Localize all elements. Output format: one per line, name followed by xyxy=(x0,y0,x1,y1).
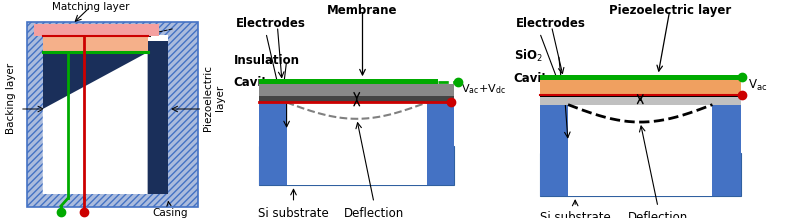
Text: V$_{\rm ac}$: V$_{\rm ac}$ xyxy=(748,77,767,93)
Bar xyxy=(713,105,741,196)
Bar xyxy=(540,80,741,94)
Bar xyxy=(540,97,741,105)
Polygon shape xyxy=(42,52,148,194)
Text: Si substrate: Si substrate xyxy=(540,211,610,218)
Text: Insulation: Insulation xyxy=(234,54,300,68)
Text: Electrodes: Electrodes xyxy=(516,17,586,31)
Bar xyxy=(259,79,438,84)
Bar xyxy=(259,146,454,185)
Text: Casing: Casing xyxy=(152,202,188,218)
Bar xyxy=(26,22,198,207)
Bar xyxy=(26,22,198,207)
Bar xyxy=(259,102,286,185)
Text: Deflection: Deflection xyxy=(344,207,404,218)
Text: Electrodes: Electrodes xyxy=(236,17,306,31)
Text: Deflection: Deflection xyxy=(628,211,688,218)
Bar xyxy=(34,24,159,36)
Bar xyxy=(286,102,427,185)
Bar xyxy=(42,35,168,194)
Text: Piezoelectric
layer: Piezoelectric layer xyxy=(203,65,225,131)
Text: Backing layer: Backing layer xyxy=(6,63,16,134)
Bar xyxy=(568,105,713,196)
Text: V$_{\rm ac}$+V$_{\rm dc}$: V$_{\rm ac}$+V$_{\rm dc}$ xyxy=(462,82,506,96)
Text: Membrane: Membrane xyxy=(327,4,398,17)
Bar xyxy=(427,102,454,185)
Text: Cavity: Cavity xyxy=(514,72,555,85)
Text: SiO$_2$: SiO$_2$ xyxy=(514,48,542,64)
Bar xyxy=(540,75,741,80)
Bar xyxy=(540,105,568,196)
Text: Cavity: Cavity xyxy=(234,76,275,89)
Polygon shape xyxy=(42,52,148,194)
Bar xyxy=(259,84,454,96)
Text: Si substrate: Si substrate xyxy=(258,207,329,218)
Bar xyxy=(42,36,148,52)
Text: Piezoelectric layer: Piezoelectric layer xyxy=(609,4,731,17)
Bar xyxy=(259,96,454,102)
Bar xyxy=(148,41,168,194)
Text: Matching layer: Matching layer xyxy=(52,2,130,12)
Bar xyxy=(540,94,741,97)
Text: V$_{\rm ac}$: V$_{\rm ac}$ xyxy=(70,217,88,218)
Bar xyxy=(540,153,741,196)
